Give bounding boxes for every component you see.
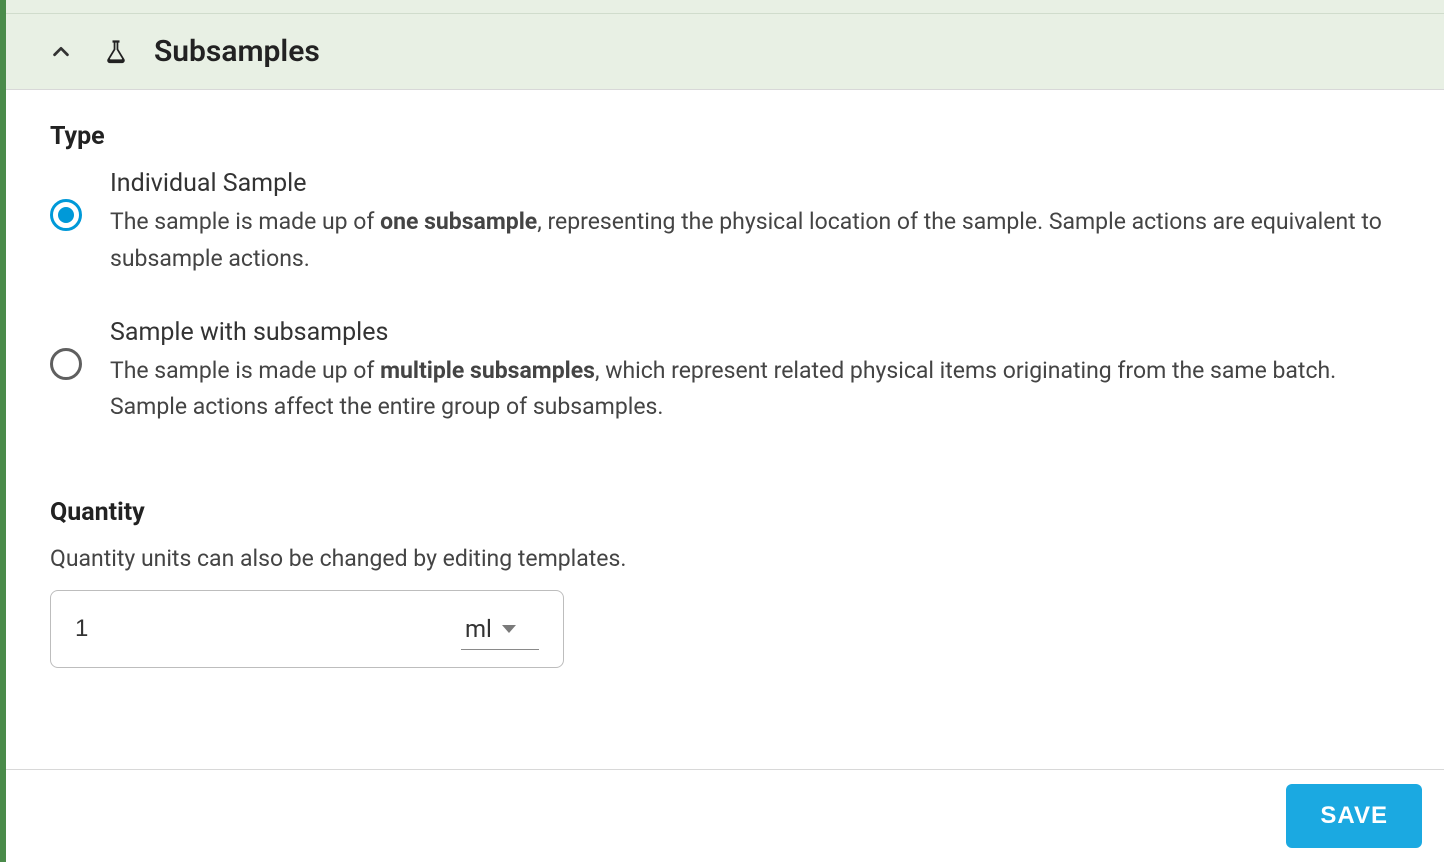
type-label: Type (50, 122, 1400, 151)
desc-before: The sample is made up of (110, 357, 380, 384)
radio-option-individual[interactable]: Individual Sample The sample is made up … (50, 169, 1400, 278)
radio-multiple[interactable] (50, 348, 82, 380)
radio-text-individual: Individual Sample The sample is made up … (110, 169, 1400, 278)
unit-select[interactable]: ml (461, 609, 539, 650)
quantity-label: Quantity (50, 498, 1400, 527)
type-radio-group: Individual Sample The sample is made up … (50, 169, 1400, 426)
subsamples-header[interactable]: Subsamples (6, 14, 1444, 90)
save-button[interactable]: SAVE (1286, 784, 1422, 848)
radio-desc-individual: The sample is made up of one subsample, … (110, 204, 1400, 278)
flask-icon (102, 37, 130, 67)
footer-bar: SAVE (6, 769, 1444, 862)
section-title: Subsamples (154, 34, 320, 69)
quantity-help: Quantity units can also be changed by ed… (50, 545, 1400, 572)
radio-text-multiple: Sample with subsamples The sample is mad… (110, 318, 1400, 427)
quantity-input[interactable] (75, 615, 451, 643)
radio-title-individual: Individual Sample (110, 169, 1400, 198)
radio-option-multiple[interactable]: Sample with subsamples The sample is mad… (50, 318, 1400, 427)
unit-value: ml (465, 615, 492, 643)
radio-individual[interactable] (50, 199, 82, 231)
radio-title-multiple: Sample with subsamples (110, 318, 1400, 347)
content-area: Type Individual Sample The sample is mad… (6, 90, 1444, 769)
chevron-up-icon (50, 41, 72, 63)
desc-before: The sample is made up of (110, 208, 380, 235)
quantity-field: ml (50, 590, 564, 668)
desc-bold: multiple subsamples (380, 357, 595, 384)
radio-desc-multiple: The sample is made up of multiple subsam… (110, 353, 1400, 427)
desc-bold: one subsample (380, 208, 537, 235)
top-strip (6, 0, 1444, 14)
dropdown-arrow-icon (502, 625, 516, 633)
